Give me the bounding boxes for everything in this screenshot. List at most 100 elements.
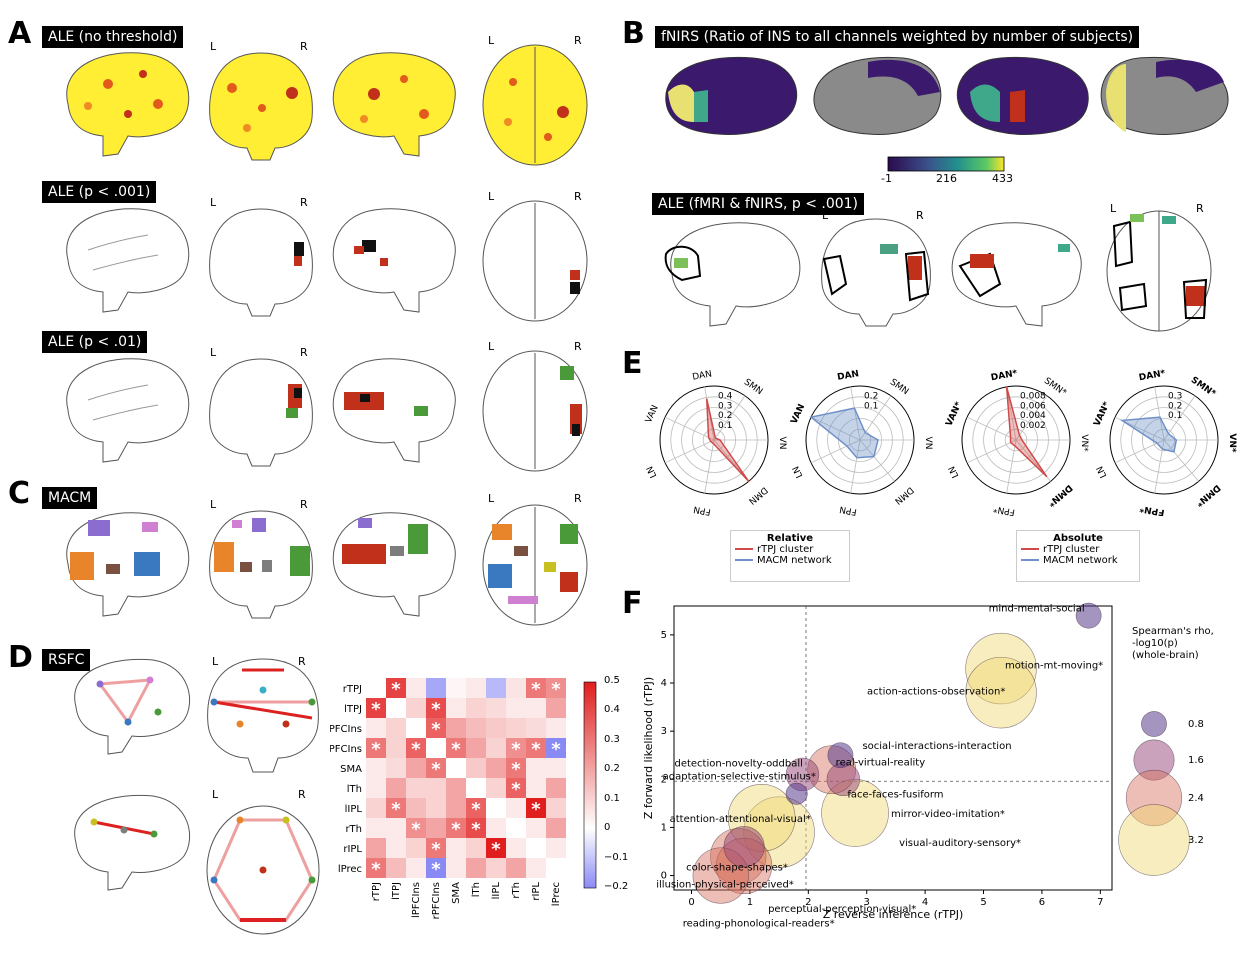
matrix-cell (526, 778, 546, 798)
matrix-cell (486, 798, 506, 818)
matrix-cell (526, 738, 546, 758)
ale-combined-lateral-right (951, 222, 1082, 327)
matrix-cell (506, 758, 526, 778)
matrix-cell (366, 738, 386, 758)
scatter-point-label: mirror-video-imitation* (891, 809, 1005, 820)
radar-axis-label: FPN (839, 504, 858, 516)
matrix-cell (506, 798, 526, 818)
panel-c-r-label: R (300, 498, 308, 511)
matrix-cell (506, 738, 526, 758)
brain-lateral-left-row3 (66, 358, 190, 463)
significance-star: * (511, 759, 521, 780)
radar-spoke (713, 395, 746, 441)
matrix-cell (546, 738, 566, 758)
radar-spoke (850, 386, 861, 441)
radar-axis-label: DMN (892, 484, 915, 505)
rsfc-colorbar-tick: 0.1 (604, 792, 620, 804)
panel-a-r-label-3: R (300, 346, 308, 359)
brain-lateral-right-row1 (332, 52, 456, 157)
radar-axis-label: DAN* (1138, 369, 1166, 384)
radar-axis-label: LN (947, 464, 961, 479)
scatter-point-label: detection-novelty-oddball (674, 758, 802, 769)
significance-star: * (411, 739, 421, 760)
significance-star: * (371, 739, 381, 760)
matrix-cell (466, 758, 486, 778)
matrix-cell (466, 778, 486, 798)
rsfc-colorbar-tick: 0.4 (604, 704, 620, 716)
matrix-cell (426, 818, 446, 838)
matrix-cell (506, 678, 526, 698)
matrix-col-label: lPFCIns (411, 882, 422, 918)
radar-chart: DAN* SMN* VN* DMN* FPN* LN VAN* 0.30.20.1 (1092, 369, 1237, 516)
scatter-point-label: mind-mental-social (989, 604, 1085, 615)
radar-spoke (1154, 386, 1165, 441)
matrix-cell (546, 818, 566, 838)
radar-tick-label: 0.4 (718, 392, 733, 402)
fnirs-brain-right-medial (1100, 56, 1229, 135)
radar-spoke (1114, 439, 1165, 464)
matrix-cell (466, 718, 486, 738)
matrix-cell (526, 698, 546, 718)
matrix-col-label: lTh (471, 882, 482, 897)
matrix-cell (506, 858, 526, 878)
panel-a-r-label: R (300, 40, 308, 53)
x-tick-label: 3 (864, 897, 870, 908)
radar-axis-label: SMN (888, 377, 910, 397)
matrix-cell (546, 678, 566, 698)
significance-star: * (431, 699, 441, 720)
matrix-cell (406, 718, 426, 738)
matrix-cell (386, 838, 406, 858)
significance-star: * (371, 699, 381, 720)
y-tick-label: 5 (661, 630, 667, 641)
significance-star: * (431, 719, 441, 740)
matrix-cell (406, 678, 426, 698)
brain-axial-row3 (482, 350, 588, 472)
size-legend-title: Spearman's rho, (1132, 626, 1214, 637)
matrix-cell (386, 818, 406, 838)
matrix-row-label: rPFCIns (330, 744, 362, 755)
legend-relative-item1: rTPJ cluster (735, 544, 845, 555)
matrix-cell (386, 778, 406, 798)
matrix-cell (406, 798, 426, 818)
matrix-cell (546, 778, 566, 798)
matrix-cell (486, 778, 506, 798)
matrix-cell (426, 678, 446, 698)
panel-a-l-label-2: L (210, 196, 217, 209)
ale-combined-lateral-left (664, 222, 801, 327)
matrix-cell (366, 698, 386, 718)
matrix-cell (546, 718, 566, 738)
matrix-cell (446, 778, 466, 798)
matrix-col-label: rPFCIns (431, 882, 442, 919)
x-tick-label: 5 (980, 897, 986, 908)
matrix-cell (366, 718, 386, 738)
matrix-cell (546, 838, 566, 858)
radar-spoke (704, 439, 715, 494)
panel-d-l-label-top: L (212, 655, 219, 668)
panel-a-row2-tag: ALE (p < .001) (42, 181, 157, 203)
radar-tick-label: 0.008 (1020, 392, 1046, 402)
significance-star: * (471, 799, 481, 820)
matrix-cell (526, 818, 546, 838)
panel-b-tag2: ALE (fMRI & fNIRS, p < .001) (652, 193, 865, 215)
significance-star: * (451, 819, 461, 840)
significance-star: * (391, 799, 401, 820)
significance-star: * (431, 839, 441, 860)
matrix-col-label: SMA (451, 882, 462, 904)
panel-a-row1-tag: ALE (no threshold) (42, 26, 184, 48)
matrix-cell (486, 858, 506, 878)
panel-f-letter: F (622, 586, 643, 621)
panel-d-r-label-bot: R (298, 788, 306, 801)
panel-a-row3-tag: ALE (p < .01) (42, 331, 148, 353)
rsfc-colorbar-tick: 0.5 (604, 675, 620, 686)
brain-lateral-right-row3 (332, 358, 456, 463)
matrix-cell (386, 738, 406, 758)
scatter-point (827, 742, 854, 769)
matrix-cell (446, 698, 466, 718)
matrix-cell (486, 738, 506, 758)
ale-combined-coronal (821, 218, 931, 327)
matrix-cell (546, 858, 566, 878)
ale-combined-axial (1106, 210, 1212, 332)
significance-star: * (411, 819, 421, 840)
scatter-point (965, 632, 1037, 705)
size-legend-title: (whole-brain) (1132, 650, 1199, 661)
